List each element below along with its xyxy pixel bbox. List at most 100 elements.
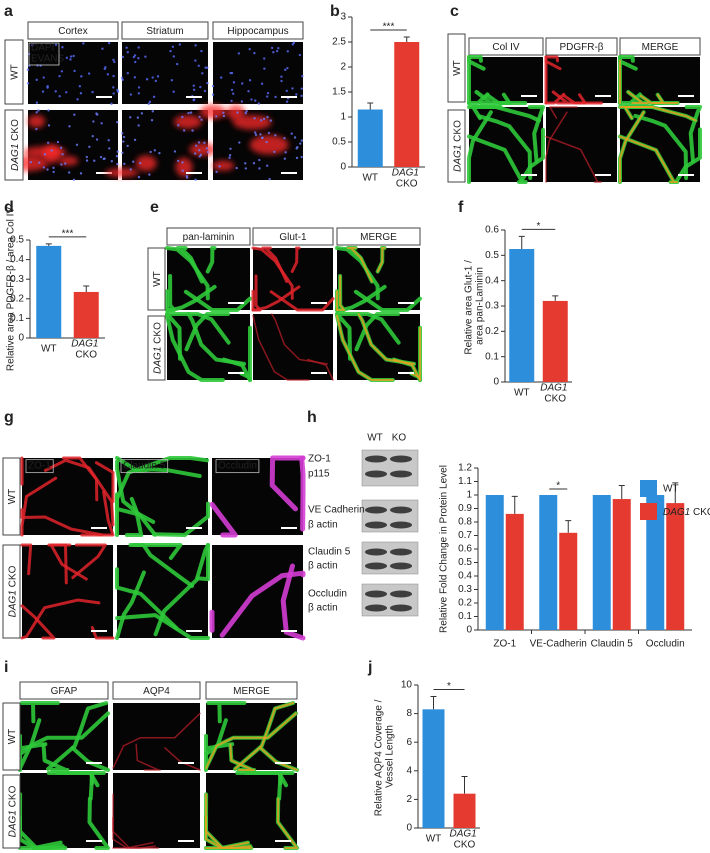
y-tick-label: 0.4 xyxy=(10,254,24,265)
vessel xyxy=(467,92,490,105)
leakage xyxy=(105,168,139,178)
nucleus xyxy=(181,161,184,164)
nucleus xyxy=(238,141,241,144)
bar xyxy=(666,503,685,630)
x-tick-label: Occludin xyxy=(646,639,685,650)
stain-label: DAPI xyxy=(31,43,54,54)
vessel xyxy=(46,701,109,771)
nucleus xyxy=(54,43,58,46)
bar xyxy=(485,495,504,630)
vessel xyxy=(276,797,298,849)
panel-letter: a xyxy=(4,3,13,20)
nucleus xyxy=(85,159,89,162)
nucleus xyxy=(169,49,172,53)
micrograph xyxy=(113,703,200,770)
nucleus xyxy=(35,78,38,82)
band-label: Claudin 5 xyxy=(308,547,351,558)
vessel xyxy=(205,712,297,769)
nucleus xyxy=(240,100,244,103)
nucleus xyxy=(260,119,263,122)
y-tick-label: 0.1 xyxy=(485,351,499,362)
x-tick-label: WT xyxy=(41,344,57,355)
nucleus xyxy=(172,55,175,58)
vessel xyxy=(290,246,301,273)
row-label: DAG1 CKO xyxy=(152,322,163,374)
nucleus xyxy=(192,84,195,87)
error-bar xyxy=(672,482,679,504)
micrograph xyxy=(22,545,113,638)
micrograph xyxy=(122,42,208,104)
header-box xyxy=(252,227,334,246)
y-tick-label: 0.2 xyxy=(458,598,472,609)
nucleus xyxy=(58,95,61,98)
nucleus xyxy=(201,72,204,75)
vessel xyxy=(519,127,545,183)
nucleus xyxy=(182,129,186,132)
y-tick-label: 1 xyxy=(466,490,472,501)
column-header: MERGE xyxy=(233,686,270,697)
nucleus xyxy=(76,98,79,101)
blot-band xyxy=(390,562,412,570)
nucleus xyxy=(230,71,234,75)
panel-letter: e xyxy=(150,199,159,216)
x-tick-label: DAG1 CKO xyxy=(540,382,570,404)
nucleus xyxy=(280,75,283,78)
blot-band xyxy=(365,590,387,598)
vessel xyxy=(357,313,415,365)
nucleus xyxy=(126,144,129,148)
header-box xyxy=(121,21,209,40)
x-tick-label: WT xyxy=(426,834,442,845)
y-tick-label: 0.5 xyxy=(332,137,346,148)
vessel xyxy=(184,312,230,352)
vessel xyxy=(627,91,649,104)
y-tick-label: 1 xyxy=(340,112,346,123)
vessel xyxy=(19,701,60,724)
nucleus xyxy=(37,109,40,112)
nucleus xyxy=(61,153,64,156)
vessel xyxy=(467,55,483,63)
micrograph xyxy=(253,314,333,380)
bar xyxy=(505,513,524,630)
blot-band xyxy=(390,506,412,514)
nucleus xyxy=(260,82,264,85)
nucleus xyxy=(121,151,124,155)
y-tick-label: 2.5 xyxy=(332,37,346,48)
lane-label: KO xyxy=(392,433,407,444)
vessel xyxy=(652,93,665,104)
nucleus xyxy=(126,72,129,75)
blot-band xyxy=(390,590,412,598)
nucleus xyxy=(228,154,232,157)
nucleus xyxy=(206,81,209,85)
vessel xyxy=(618,55,635,63)
nucleus xyxy=(232,81,236,84)
nucleus xyxy=(137,92,141,95)
vessel xyxy=(205,845,252,849)
blot-band xyxy=(390,455,412,463)
vessel xyxy=(165,284,217,312)
vessel xyxy=(410,326,421,381)
error-bar xyxy=(403,36,410,42)
bar xyxy=(509,249,535,382)
vessel xyxy=(467,110,493,184)
vessel xyxy=(20,508,104,537)
nucleus xyxy=(267,131,271,135)
nucleus xyxy=(231,92,235,95)
nucleus xyxy=(197,141,201,144)
vessel xyxy=(633,113,689,180)
y-tick-label: 0.2 xyxy=(485,326,499,337)
nucleus xyxy=(268,177,271,181)
vessel xyxy=(115,456,202,478)
channel-box xyxy=(25,459,54,474)
y-tick-label: 0 xyxy=(340,162,346,173)
column-header: Hippocampus xyxy=(227,26,288,37)
legend-swatch xyxy=(640,503,657,520)
vessel xyxy=(209,501,238,538)
leakage xyxy=(173,115,202,129)
blot-band xyxy=(365,521,387,529)
nucleus xyxy=(125,46,128,49)
row-box xyxy=(4,109,24,181)
blot-band xyxy=(365,604,387,612)
nucleus xyxy=(170,79,174,82)
nucleus xyxy=(206,150,210,154)
nucleus xyxy=(150,119,154,122)
